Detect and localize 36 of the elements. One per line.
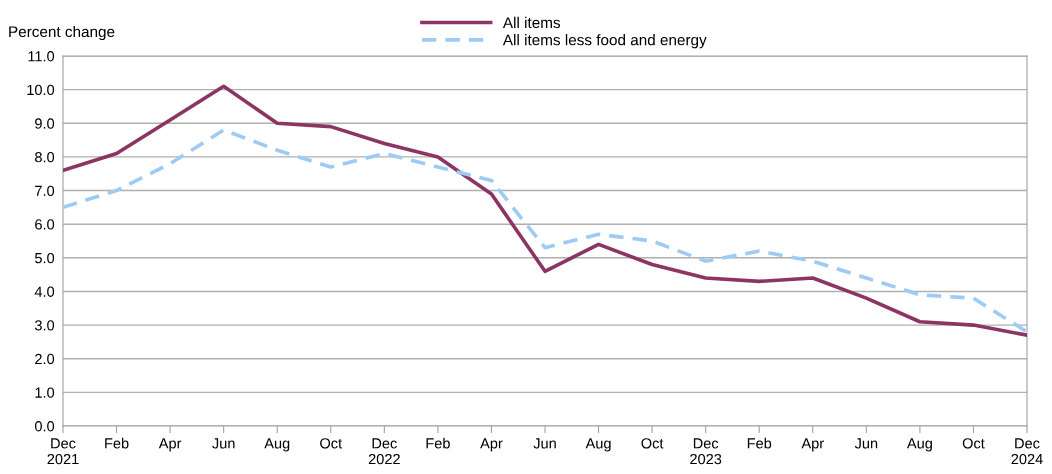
x-tick-label: Jun — [212, 438, 235, 449]
y-tick-label: 1.0 — [35, 387, 55, 398]
legend-label: All items less food and energy — [502, 34, 707, 49]
x-tick-label: Feb — [747, 437, 772, 449]
legend-label: All items — [502, 16, 561, 29]
y-tick-label: 4.0 — [34, 286, 55, 297]
x-tick-label: Dec 2024 — [1011, 438, 1043, 465]
x-tick-label: Dec 2022 — [368, 438, 400, 465]
x-tick-label: Dec 2023 — [690, 438, 722, 465]
x-tick-label: Jun — [533, 438, 556, 449]
line-series — [63, 84, 1027, 337]
line-series — [63, 128, 1027, 334]
x-tick-label: Apr — [801, 438, 824, 452]
x-tick-label: Dec 2021 — [47, 438, 79, 465]
x-tick-label: Feb — [426, 437, 450, 449]
x-tick-label: Apr — [158, 438, 182, 452]
x-tick-label: Apr — [480, 438, 503, 452]
y-tick-label: 2.0 — [35, 353, 55, 365]
y-tick-label: 10.0 — [27, 84, 55, 96]
x-tick-label: Aug — [585, 438, 611, 452]
y-tick-label: 9.0 — [35, 118, 55, 129]
y-tick-label: 8.0 — [35, 152, 55, 163]
x-tick-label: Oct — [320, 438, 343, 449]
y-tick-label: 11.0 — [28, 51, 55, 62]
x-tick-label: Jun — [854, 438, 878, 449]
x-tick-label: Feb — [105, 437, 129, 449]
y-axis-title: Percent change — [9, 25, 115, 41]
x-tick-label: Oct — [962, 438, 985, 449]
y-tick-label: 6.0 — [35, 219, 55, 230]
y-tick-label: 7.0 — [35, 185, 55, 196]
x-tick-label: Aug — [264, 438, 290, 452]
x-tick-label: Aug — [906, 438, 932, 452]
y-tick-label: 0.0 — [34, 421, 55, 432]
y-tick-label: 3.0 — [34, 320, 55, 331]
y-tick-label: 5.0 — [34, 252, 55, 264]
x-tick-label: Oct — [641, 438, 664, 449]
